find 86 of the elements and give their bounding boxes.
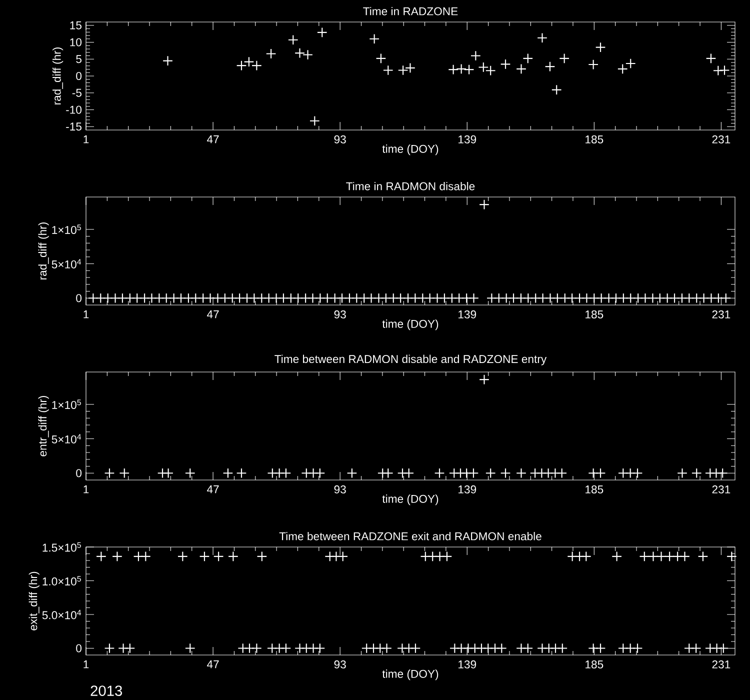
y-tick-label: -5 (72, 88, 82, 97)
x-tick-label: 93 (334, 135, 346, 144)
point (398, 65, 408, 76)
point (522, 53, 534, 64)
x-tick-label: 139 (458, 660, 476, 668)
y-tick-label: 5 (76, 55, 82, 64)
x-axis-title: time (DOY) (382, 494, 438, 506)
y-tick-label: -10 (66, 106, 82, 114)
y-tick-label: -15 (66, 122, 82, 131)
y-tick-label: 0 (76, 644, 82, 652)
y-tick-label: 1.0×10$^{5}$ (42, 576, 81, 586)
point (595, 42, 606, 53)
x-tick-label: 231 (712, 485, 730, 494)
point (706, 53, 716, 64)
x-tick-label: 93 (334, 310, 346, 318)
x-tick-label: 47 (206, 660, 219, 668)
y-axis-title: exit_diff (hr) (28, 572, 40, 630)
y-tick-label: 0 (76, 294, 82, 302)
y-tick-label: 15 (70, 21, 82, 30)
point (719, 65, 730, 76)
point (625, 58, 636, 69)
x-tick-label: 47 (206, 485, 219, 494)
x-tick-label: 185 (586, 485, 604, 494)
x-axis-title: time (DOY) (382, 670, 438, 680)
point (464, 64, 474, 75)
point (288, 34, 298, 46)
point (244, 56, 254, 68)
point (516, 64, 526, 74)
point (302, 50, 313, 60)
y-axis-title: entr_diff (hr) (38, 396, 49, 456)
x-tick-label: 231 (712, 135, 730, 144)
point (448, 64, 459, 75)
x-tick-label: 185 (586, 310, 604, 318)
y-axis-title: rad_diff (hr) (52, 48, 64, 104)
text: 2013 (90, 686, 122, 696)
x-tick-label: 47 (206, 135, 219, 144)
chart-title: Time between RADMON disable and RADZONE entry (274, 354, 547, 366)
point (162, 56, 173, 66)
point (236, 60, 247, 71)
point (544, 61, 556, 72)
point (537, 32, 548, 44)
chart-title: Time between RADZONE exit and RADMON enable (279, 532, 542, 540)
y-tick-label: 5×10$^{4}$ (52, 434, 82, 444)
y-tick-label: 0 (76, 469, 82, 478)
chart-title: Time in RADZONE (363, 6, 458, 16)
y-tick-label: 0 (76, 72, 82, 80)
point (456, 64, 467, 74)
x-tick-label: 139 (458, 135, 476, 144)
y-tick-label: 10 (70, 38, 82, 46)
point (382, 65, 394, 76)
point (376, 53, 386, 64)
x-tick-label: 185 (586, 135, 604, 144)
point (559, 53, 570, 64)
chart-title: Time in RADMON disable (346, 182, 475, 190)
y-tick-label: 1×10$^{5}$ (52, 400, 81, 409)
x-tick-label: 231 (712, 310, 730, 318)
x-tick-label: 93 (334, 660, 346, 668)
y-tick-label: 5.0×10$^{4}$ (42, 610, 82, 620)
point (294, 48, 305, 58)
x-tick-label: 47 (206, 310, 219, 318)
x-tick-label: 93 (334, 485, 346, 494)
point (617, 64, 628, 74)
point (316, 27, 328, 38)
x-axis-title: time (DOY) (382, 320, 438, 330)
x-tick-label: 231 (712, 660, 730, 668)
x-tick-label: 185 (586, 660, 604, 668)
y-axis-title: rad_diff (hr) (38, 222, 49, 280)
point (405, 62, 416, 74)
x-tick-label: 1 (84, 660, 89, 668)
point (309, 116, 320, 126)
x-tick-label: 139 (458, 310, 476, 318)
y-tick-label: 1.5×10$^{5}$ (42, 542, 81, 552)
x-tick-label: 1 (84, 310, 89, 318)
y-tick-label: 5×10$^{4}$ (52, 259, 82, 268)
point (470, 50, 481, 61)
y-tick-label: 1×10$^{5}$ (52, 224, 81, 234)
x-tick-label: 1 (84, 135, 89, 144)
point (369, 34, 380, 44)
point (266, 48, 276, 59)
point (251, 60, 262, 71)
point (551, 84, 562, 96)
x-axis-title: time (DOY) (382, 144, 438, 156)
x-tick-label: 139 (458, 485, 476, 494)
point (588, 59, 599, 70)
point (500, 58, 511, 70)
x-tick-label: 1 (84, 485, 89, 494)
